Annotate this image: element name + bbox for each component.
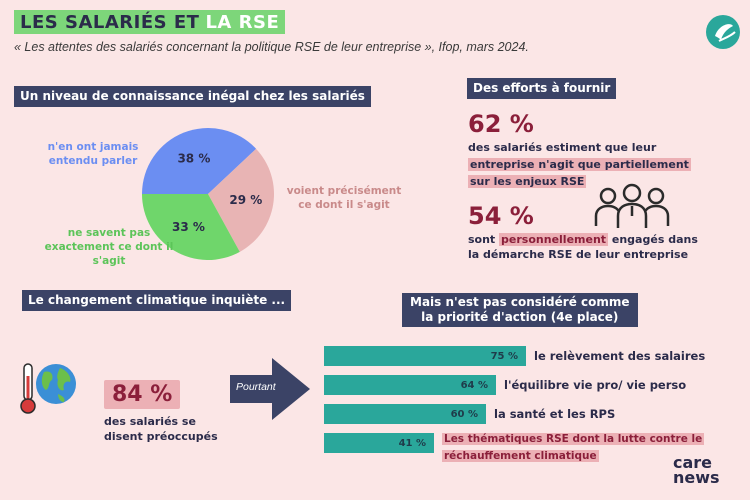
priority-bar-label: l'équilibre vie pro/ vie perso — [504, 378, 687, 392]
pie-slice-unsure — [142, 194, 240, 260]
globe-thermometer-icon — [20, 363, 76, 414]
priority-bar-1: 75 % — [324, 346, 526, 366]
stat-54-pre: sont — [468, 233, 496, 246]
logo-line-1: care — [673, 453, 713, 472]
priority-bar-2: 64 % — [324, 375, 496, 395]
pie-label-unsure-line-2: exactement ce dont il — [44, 241, 174, 253]
pie-label-never-line-2: entendu parler — [48, 155, 138, 167]
priority-bar-3: 60 % — [324, 404, 486, 424]
section-knowledge-heading: Un niveau de connaissance inégal chez le… — [14, 86, 371, 107]
stat-62-highlight-2: sur les enjeux RSE — [468, 175, 587, 188]
pie-value-never: 38 % — [177, 151, 210, 165]
priority-bar-label-line-1: Les thématiques RSE dont la lutte contre… — [442, 433, 705, 445]
pie-label-precise-line-2: ce dont il s'agit — [298, 199, 390, 211]
page-title: LES SALARIÉS ET LA RSE — [14, 10, 286, 34]
logo-line-2: news — [673, 468, 720, 487]
priority-bar-value: 64 % — [460, 379, 488, 391]
stat-84-line-2: disent préoccupés — [104, 430, 218, 443]
stat-62-value: 62 % — [468, 110, 534, 138]
stat-84-value: 84 % — [112, 382, 173, 407]
arrow-text: Pourtant — [236, 381, 276, 393]
title-part-1: LES SALARIÉS ET — [20, 11, 200, 33]
carenews-logo: care news — [673, 453, 720, 487]
priority-bar-label: le relèvement des salaires — [534, 349, 706, 363]
stat-84-line-1: des salariés se — [104, 415, 196, 428]
pie-label-never: n'en ont jamais entendu parler — [38, 140, 148, 168]
stat-62-text: des salariés estiment que leur entrepris… — [468, 140, 728, 189]
carenews-leaf-icon — [706, 15, 740, 49]
pie-value-precise: 29 % — [229, 193, 262, 207]
section-priority-heading: Mais n'est pas considéré comme la priori… — [402, 293, 638, 327]
stat-54-line-2: la démarche RSE de leur entreprise — [468, 248, 689, 261]
knowledge-pie-chart: 38 % 29 % 33 % — [142, 127, 274, 260]
stat-54-value: 54 % — [468, 202, 534, 230]
stat-54-text: sont personnellement engagés dans la dém… — [468, 232, 738, 262]
right-arrow-icon — [230, 358, 310, 420]
pie-label-unsure-line-1: ne savent pas — [67, 227, 151, 239]
section-priority-heading-line-2: la priorité d'action (4e place) — [421, 310, 619, 324]
priority-bar-label-line-2: réchauffement climatique — [442, 450, 599, 462]
pie-slice-precise — [208, 148, 274, 252]
priority-bar-value: 75 % — [490, 350, 518, 362]
stat-84-box: 84 % — [104, 380, 181, 409]
pie-label-unsure-line-3: s'agit — [92, 255, 126, 267]
stat-54-highlight: personnellement — [499, 233, 609, 246]
section-efforts-heading: Des efforts à fournir — [467, 78, 617, 99]
people-group-icon — [594, 183, 670, 228]
priority-bar-4: 41 % — [324, 433, 434, 453]
stat-62-highlight-1: entreprise n'agit que partiellement — [468, 158, 691, 171]
stat-54-post: engagés dans — [611, 233, 698, 246]
stat-84-text: des salariés se disent préoccupés — [104, 414, 244, 444]
pie-value-unsure: 33 % — [172, 220, 205, 234]
pie-label-unsure: ne savent pas exactement ce dont il s'ag… — [44, 226, 174, 268]
priority-bar-label: Les thématiques RSE dont la lutte contre… — [442, 432, 705, 464]
section-climate-heading: Le changement climatique inquiète ... — [22, 290, 292, 311]
pie-label-precise-line-1: voient précisément — [286, 185, 402, 197]
pie-slice-never — [142, 127, 257, 194]
priority-bar-value: 60 % — [450, 408, 478, 420]
stat-62-line-1: des salariés estiment que leur — [468, 141, 657, 154]
pie-label-never-line-1: n'en ont jamais — [47, 141, 139, 153]
section-priority-heading-line-1: Mais n'est pas considéré comme — [410, 295, 630, 309]
priority-bar-label: la santé et les RPS — [494, 407, 616, 421]
priority-bar-value: 41 % — [398, 437, 426, 449]
pie-label-precise: voient précisément ce dont il s'agit — [274, 184, 414, 212]
title-part-2: LA RSE — [205, 11, 280, 33]
source-subtitle: « Les attentes des salariés concernant l… — [14, 40, 529, 54]
